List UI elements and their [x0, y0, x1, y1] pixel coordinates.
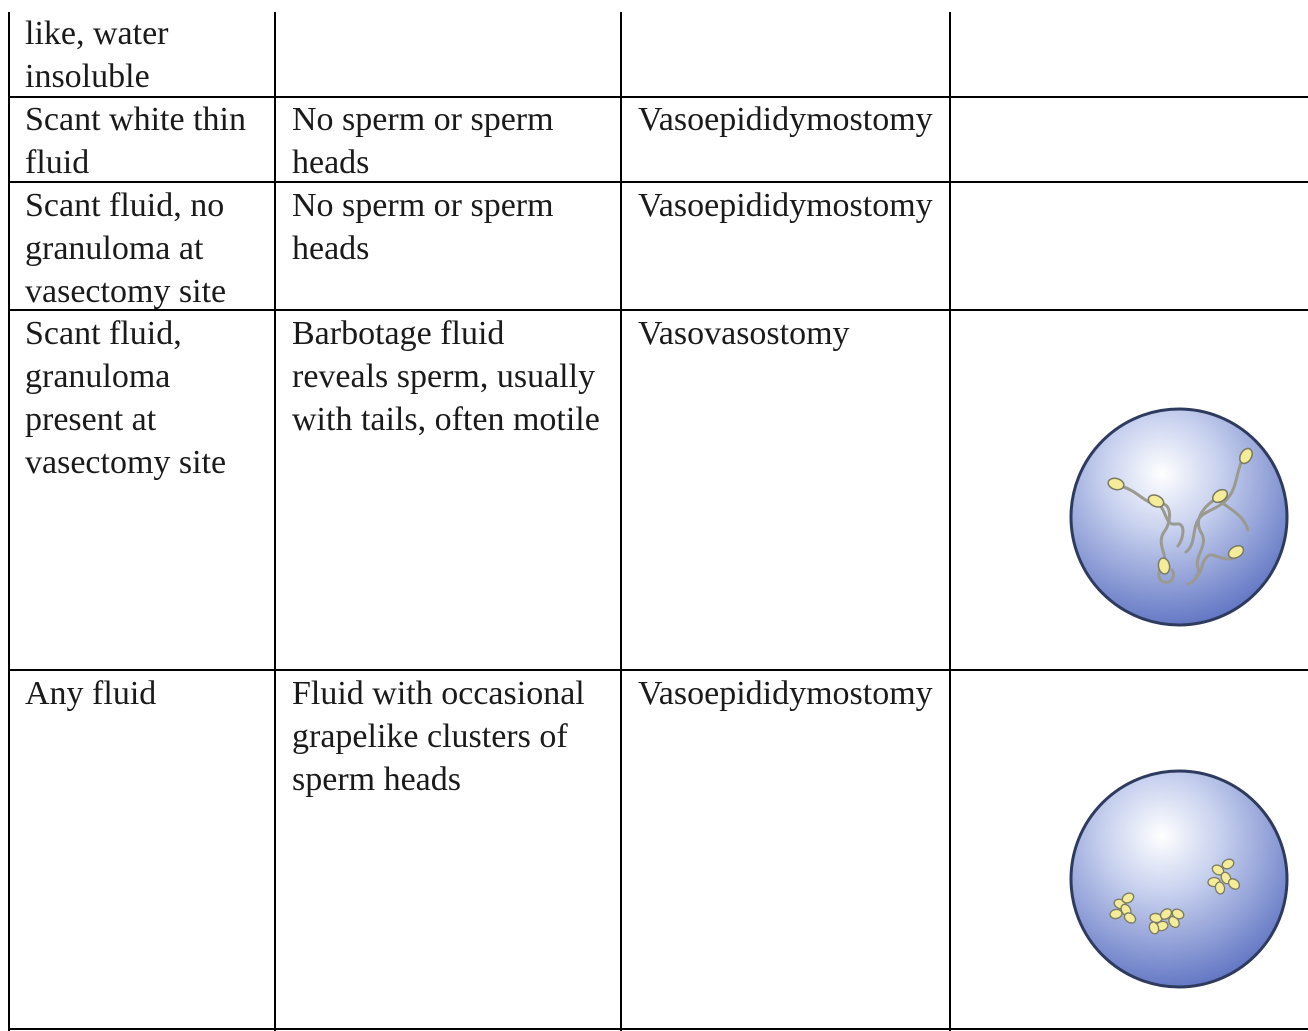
table-cell-fluid: Any fluid	[25, 672, 156, 715]
cell-line: grapelike clusters of	[292, 718, 568, 755]
cell-line: Vasoepididymostomy	[638, 101, 933, 138]
table-cell-fluid: Scant white thin fluid	[25, 98, 246, 184]
cell-line: No sperm or sperm	[292, 187, 554, 224]
table-cell-procedure: Vasoepididymostomy	[638, 672, 933, 715]
circle-sperm-head-clusters-icon	[1069, 769, 1289, 989]
column-rule-3	[949, 12, 951, 1031]
table-cell-fluid: Scant fluid, granuloma present at vasect…	[25, 312, 226, 484]
cell-line: with tails, often motile	[292, 401, 600, 438]
table-cell-procedure: Vasoepididymostomy	[638, 98, 933, 141]
sperm-head-cluster	[1148, 908, 1185, 935]
table-cell-microscopy: Barbotage fluid reveals sperm, usually w…	[292, 312, 600, 441]
cell-line: Vasoepididymostomy	[638, 187, 933, 224]
cell-line: present at	[25, 401, 157, 438]
table-cell-procedure: Vasoepididymostomy	[638, 184, 933, 227]
row-rule-1	[8, 96, 1308, 98]
sperm-head-cluster	[1207, 858, 1241, 895]
cell-line: heads	[292, 144, 370, 181]
row-rule-3	[8, 309, 1308, 311]
cell-line: granuloma at	[25, 230, 204, 267]
cell-line: like, water	[25, 15, 169, 52]
cell-line: heads	[292, 230, 370, 267]
table-cell-microscopy: Fluid with occasional grapelike clusters…	[292, 672, 585, 801]
disc	[1069, 769, 1289, 989]
cell-line: reveals sperm, usually	[292, 358, 596, 395]
column-rule-left	[8, 12, 10, 1031]
table-cell-fluid: Scant fluid, no granuloma at vasectomy s…	[25, 184, 226, 313]
cell-line: Scant fluid,	[25, 315, 182, 352]
table-cell-microscopy: No sperm or sperm heads	[292, 184, 554, 270]
table-cell-microscopy: No sperm or sperm heads	[292, 98, 554, 184]
cell-line: Fluid with occasional	[292, 675, 585, 712]
disc	[1069, 407, 1289, 627]
table-cell-fluid: like, water insoluble	[25, 12, 169, 98]
cell-line: Scant fluid, no	[25, 187, 225, 224]
row-rule-2	[8, 181, 1308, 183]
cell-line: Scant white thin	[25, 101, 246, 138]
cell-line: fluid	[25, 144, 90, 181]
cell-line: insoluble	[25, 58, 150, 95]
cell-line: Vasovasostomy	[638, 315, 850, 352]
cell-line: sperm heads	[292, 761, 462, 798]
column-rule-1	[274, 12, 276, 1031]
row-rule-4	[8, 669, 1308, 671]
sperm-tails	[1118, 454, 1250, 586]
cell-line: granuloma	[25, 358, 171, 395]
cell-line: Vasoepididymostomy	[638, 675, 933, 712]
circle-sperm-with-tails-icon	[1069, 407, 1289, 627]
cell-line: Barbotage fluid	[292, 315, 505, 352]
cell-line: Any fluid	[25, 675, 157, 712]
row-rule-bottom	[8, 1028, 1308, 1030]
cell-line: vasectomy site	[25, 273, 227, 310]
sperm-head-cluster	[1109, 892, 1137, 924]
cell-line: No sperm or sperm	[292, 101, 554, 138]
sperm-heads	[1107, 447, 1253, 575]
column-rule-2	[620, 12, 622, 1031]
cell-line: vasectomy site	[25, 444, 227, 481]
table-cell-procedure: Vasovasostomy	[638, 312, 850, 355]
